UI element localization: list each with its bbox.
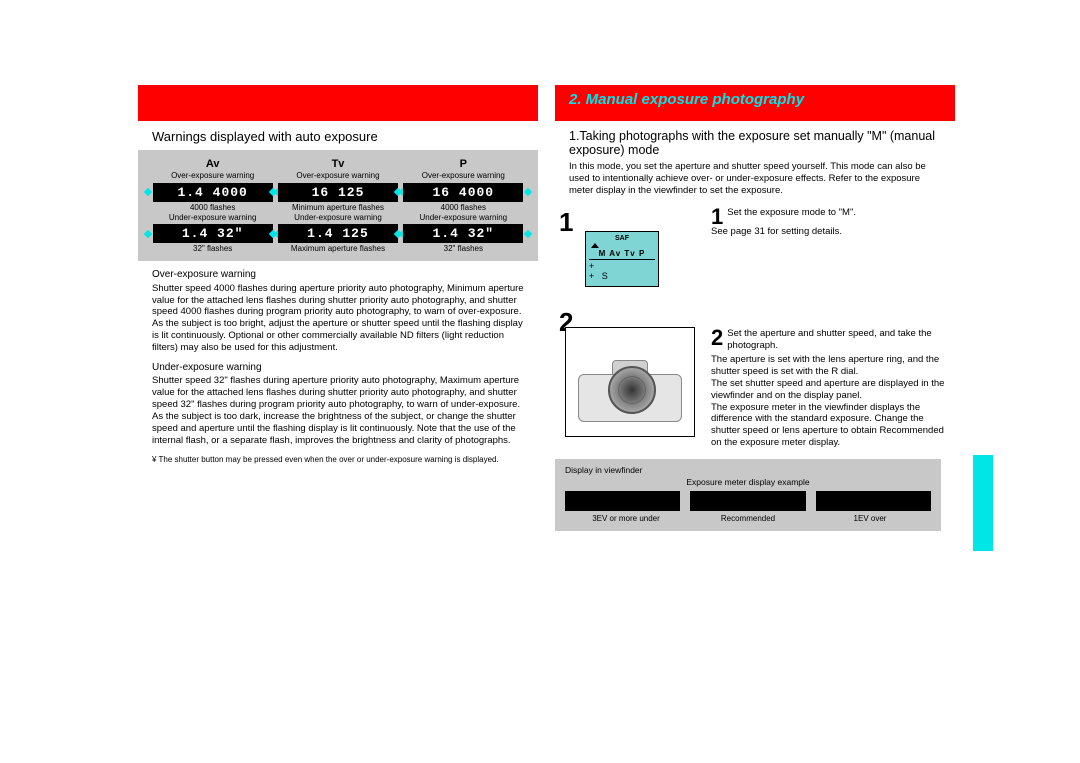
lcd-display: 1.4 4000 [153, 183, 273, 202]
lcd-note: Maximum aperture flashes [278, 245, 398, 254]
warning-table: Av Over-exposure warning 1.4 4000 4000 f… [138, 150, 538, 261]
mode-p: P [403, 158, 523, 170]
lcd-note: 32" flashes [403, 245, 523, 254]
mode-tv: Tv [278, 158, 398, 170]
under-exposure-paragraph: Under-exposure warning Shutter speed 32"… [152, 362, 524, 447]
vf-lcd-display [690, 491, 805, 511]
left-section-title: Warnings displayed with auto exposure [152, 129, 524, 144]
step-number-1: 1 [711, 207, 723, 227]
over-label: Over-exposure warning [153, 172, 273, 181]
right-red-bar: 2. Manual exposure photography [555, 85, 955, 121]
lcd-display: 1.4 125 [278, 224, 398, 243]
camera-lens-icon [608, 366, 656, 414]
over-label: Over-exposure warning [278, 172, 398, 181]
figure-number-1: 1 [559, 207, 573, 238]
step2-lead: Set the aperture and shutter speed, and … [727, 328, 931, 351]
step-figures: 1 SAF M Av Tv P ++ S 2 [555, 207, 705, 449]
intro-title: 1.Taking photographs with the exposure s… [569, 129, 941, 157]
under-label: Under-exposure warning [278, 214, 398, 223]
lcd-note: 4000 flashes [403, 204, 523, 213]
step-number-2: 2 [711, 328, 723, 348]
lcd-note: Minimum aperture flashes [278, 204, 398, 213]
over-body: Shutter speed 4000 flashes during apertu… [152, 283, 524, 353]
lcd-display: 1.4 32" [403, 224, 523, 243]
vf-label: Recommended [687, 514, 809, 523]
mode-lcd-icon: SAF M Av Tv P ++ S [585, 231, 659, 287]
footnote: ¥ The shutter button may be pressed even… [158, 455, 524, 465]
lcd-display: 16 4000 [403, 183, 523, 202]
step2-body: The aperture is set with the lens apertu… [711, 354, 955, 449]
under-label: Under-exposure warning [403, 214, 523, 223]
arrow-up-icon [591, 243, 599, 248]
vf-lcd-display [816, 491, 931, 511]
over-label: Over-exposure warning [403, 172, 523, 181]
right-page: 2. Manual exposure photography 1.Taking … [555, 85, 955, 531]
section-header: 2. Manual exposure photography [569, 91, 804, 108]
vf-label: 3EV or more under [565, 514, 687, 523]
vf-subtitle: Exposure meter display example [565, 477, 931, 487]
mode-strip: M Av Tv P [589, 249, 655, 260]
lcd-display: 1.4 32" [153, 224, 273, 243]
step-text-column: 1 Set the exposure mode to "M". See page… [705, 207, 955, 449]
viewfinder-box: Display in viewfinder Exposure meter dis… [555, 459, 941, 531]
camera-illustration [565, 327, 695, 437]
step1-lead: Set the exposure mode to "M". [727, 207, 856, 218]
over-exposure-paragraph: Over-exposure warning Shutter speed 4000… [152, 269, 524, 354]
under-label: Under-exposure warning [153, 214, 273, 223]
step-1-row: 1 SAF M Av Tv P ++ S 2 1 Set the exposur… [555, 207, 955, 449]
left-red-bar [138, 85, 538, 121]
cyan-edge-tab [973, 455, 993, 551]
under-body: Shutter speed 32" flashes during apertur… [152, 375, 520, 445]
saf-label: SAF [589, 235, 655, 242]
vf-lcd-display [565, 491, 680, 511]
over-head: Over-exposure warning [152, 269, 524, 282]
vf-title: Display in viewfinder [565, 465, 931, 475]
mode-av: Av [153, 158, 273, 170]
lcd-note: 4000 flashes [153, 204, 273, 213]
lcd-note: 32" flashes [153, 245, 273, 254]
intro-body: In this mode, you set the aperture and s… [569, 161, 941, 197]
lcd-display: 16 125 [278, 183, 398, 202]
vf-label: 1EV over [809, 514, 931, 523]
plus-indicator: ++ S [589, 262, 655, 282]
step1-body: See page 31 for setting details. [711, 226, 955, 238]
under-head: Under-exposure warning [152, 362, 524, 375]
left-page: Warnings displayed with auto exposure Av… [138, 85, 538, 464]
